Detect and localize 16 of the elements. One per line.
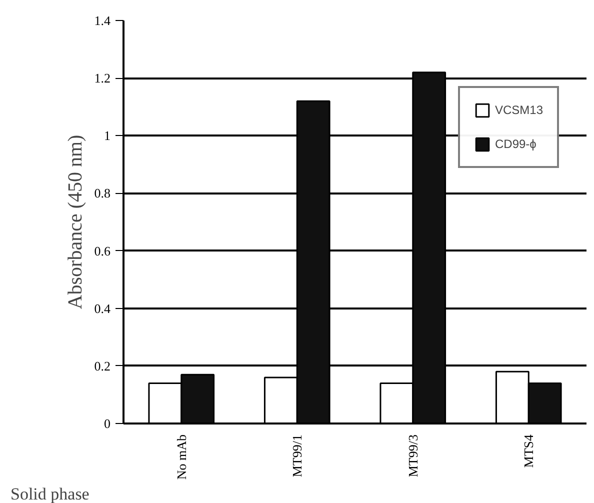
x-tick-label: MT99/1 bbox=[290, 434, 305, 478]
y-tick-label: 1.2 bbox=[94, 70, 110, 86]
x-tick-label: MTS4 bbox=[521, 434, 536, 468]
legend-label: CD99-ϕ bbox=[495, 137, 536, 151]
y-tick-label: 0.8 bbox=[94, 186, 110, 201]
y-tick-label: 1 bbox=[104, 128, 110, 144]
y-axis-title: Absorbance (450 nm) bbox=[64, 134, 86, 310]
y-tick-label: 1.4 bbox=[94, 13, 111, 28]
legend-label: VCSM13 bbox=[495, 103, 544, 117]
y-tick-label: 0.6 bbox=[94, 243, 111, 258]
y-tick-label: 0.4 bbox=[94, 300, 111, 316]
x-tick-label: MT99/3 bbox=[405, 434, 420, 478]
y-tick-label: 0 bbox=[104, 416, 110, 431]
x-tick-label: No mAb bbox=[174, 434, 189, 480]
x-axis-title: Solid phase bbox=[10, 484, 90, 503]
y-tick-label: 0.2 bbox=[94, 358, 110, 374]
